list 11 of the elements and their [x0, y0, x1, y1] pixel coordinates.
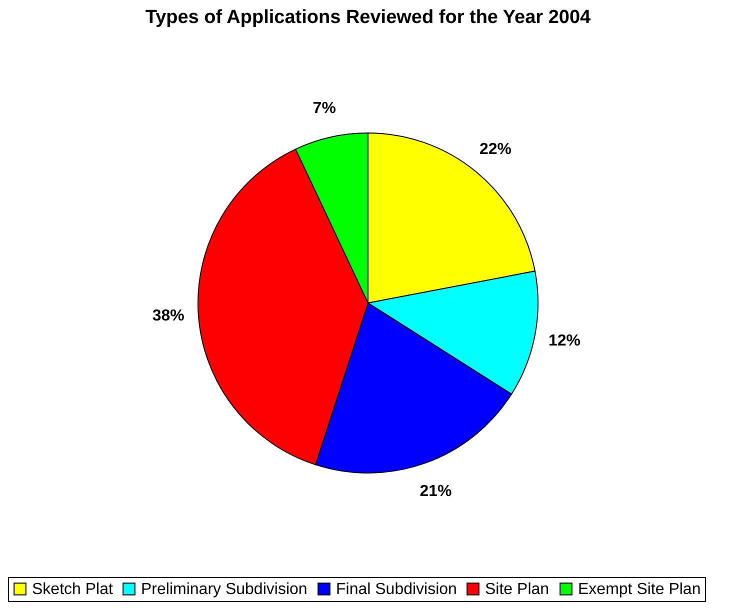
legend-label: Sketch Plat: [32, 581, 114, 598]
legend-label: Site Plan: [485, 581, 550, 598]
data-label: 38%: [152, 308, 184, 325]
data-label: 12%: [548, 332, 580, 350]
legend-label: Exempt Site Plan: [578, 581, 701, 598]
legend-label: Final Subdivision: [336, 581, 457, 598]
legend-label: Preliminary Subdivision: [141, 581, 308, 598]
data-label: 22%: [479, 140, 512, 158]
data-label: 21%: [420, 483, 452, 500]
data-label: 7%: [312, 100, 336, 117]
chart-title: Types of Applications Reviewed for the Year 2004: [145, 7, 592, 28]
